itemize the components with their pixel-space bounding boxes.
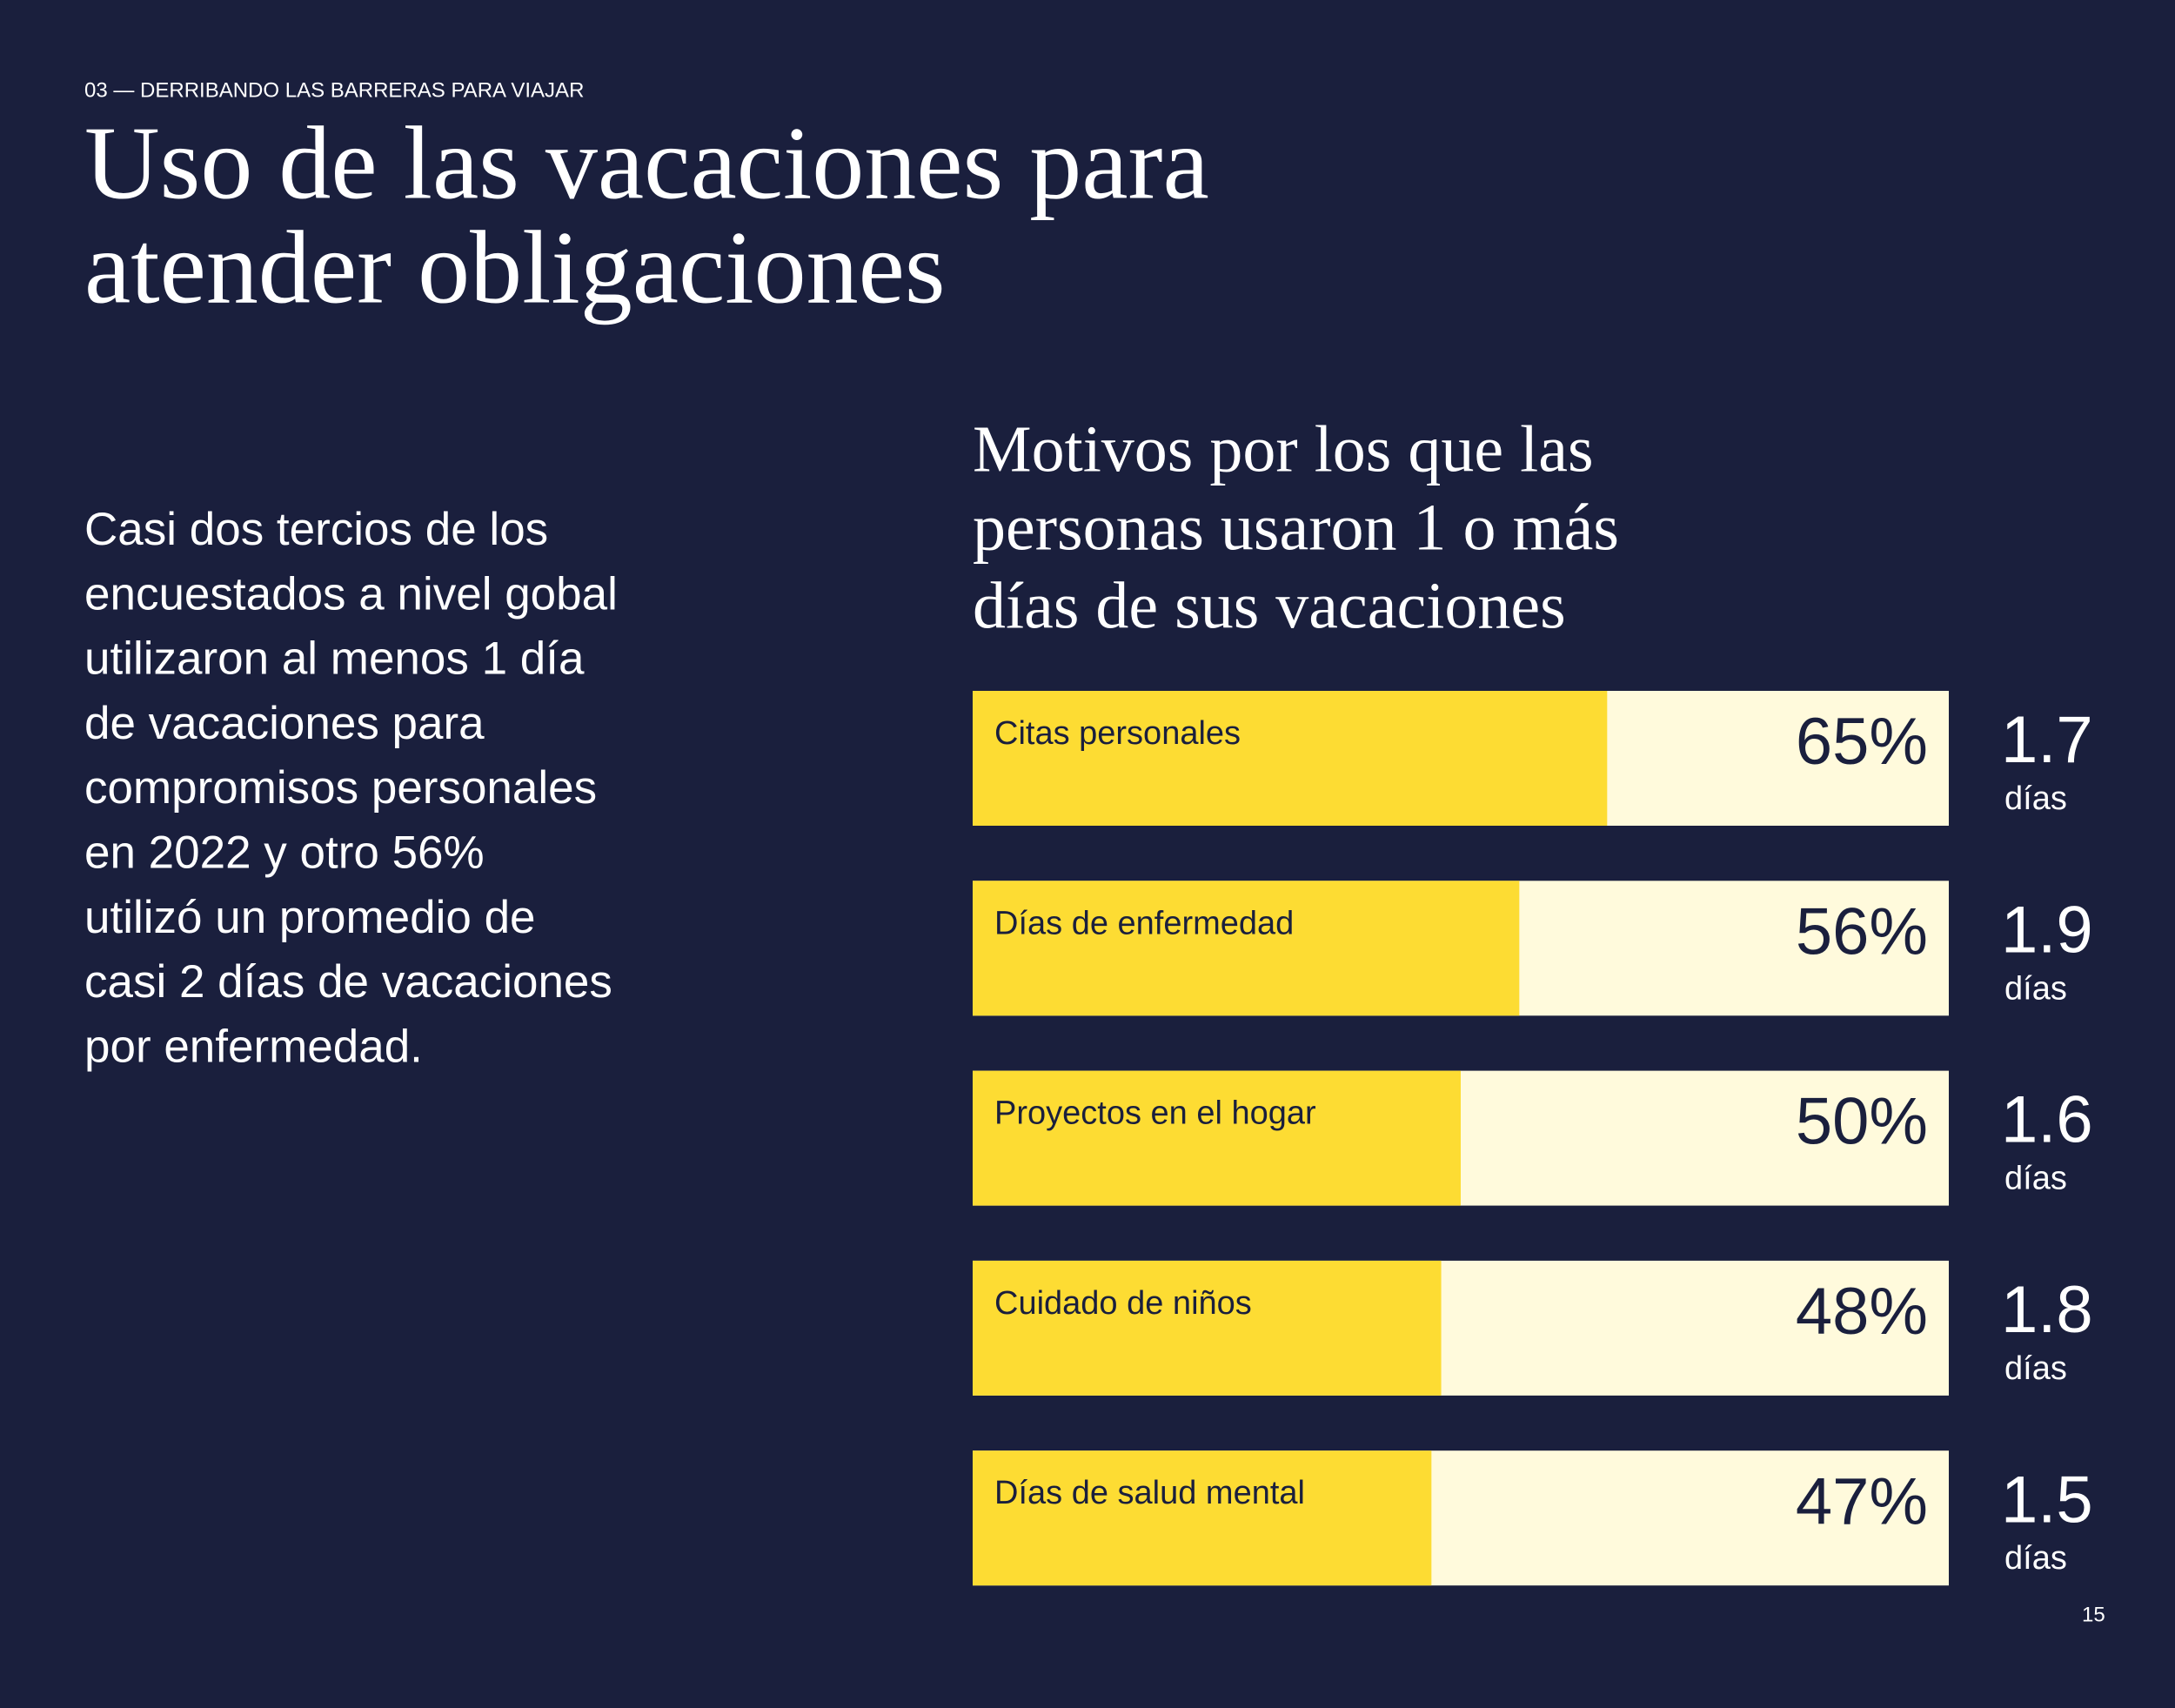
days-value: 1.6 xyxy=(2001,1083,2093,1157)
bar xyxy=(973,1070,1461,1206)
body-text: de vacaciones para xyxy=(84,698,485,749)
days-value: 1.8 xyxy=(2001,1273,2093,1347)
days-unit: días xyxy=(2004,1540,2067,1577)
days-value: 1.9 xyxy=(2001,893,2093,967)
bar xyxy=(973,691,1608,826)
days-value: 1.5 xyxy=(2001,1463,2093,1537)
body-text: compromisos personales xyxy=(84,762,597,814)
value-label: 50% xyxy=(1796,1085,1928,1159)
section-label: 03 — DERRIBANDO LAS BARRERAS PARA VIAJAR xyxy=(84,78,584,102)
category-label: Cuidado de niños xyxy=(994,1285,1252,1322)
category-label: Proyectos en el hogar xyxy=(994,1095,1316,1132)
bar xyxy=(973,1450,1432,1586)
chart-title: días de sus vacaciones xyxy=(973,569,1566,642)
bar xyxy=(973,1260,1442,1396)
value-label: 47% xyxy=(1796,1464,1928,1538)
body-text: encuestados a nivel gobal xyxy=(84,568,618,620)
days-unit: días xyxy=(2004,1350,2067,1387)
days-unit: días xyxy=(2004,1161,2067,1197)
body-text: por enfermedad. xyxy=(84,1021,423,1072)
value-label: 65% xyxy=(1796,705,1928,779)
days-value: 1.7 xyxy=(2001,703,2093,777)
page-title: Uso de las vacaciones para xyxy=(84,105,1209,221)
chart-title: personas usaron 1 o más xyxy=(973,491,1619,564)
days-unit: días xyxy=(2004,780,2067,817)
days-unit: días xyxy=(2004,970,2067,1007)
page-number: 15 xyxy=(2082,1603,2105,1626)
value-label: 48% xyxy=(1796,1275,1928,1349)
category-label: Citas personales xyxy=(994,715,1241,752)
page-title: atender obligaciones xyxy=(84,210,946,325)
bar xyxy=(973,881,1520,1016)
body-text: utilizaron al menos 1 día xyxy=(84,633,585,685)
category-label: Días de salud mental xyxy=(994,1475,1305,1511)
value-label: 56% xyxy=(1796,894,1928,968)
body-text: utilizó un promedio de xyxy=(84,892,536,943)
body-text: casi 2 días de vacaciones xyxy=(84,956,612,1008)
body-text: en 2022 y otro 56% xyxy=(84,827,485,879)
chart-title: Motivos por los que las xyxy=(973,412,1594,486)
category-label: Días de enfermedad xyxy=(994,905,1294,941)
body-text: Casi dos tercios de los xyxy=(84,504,548,555)
